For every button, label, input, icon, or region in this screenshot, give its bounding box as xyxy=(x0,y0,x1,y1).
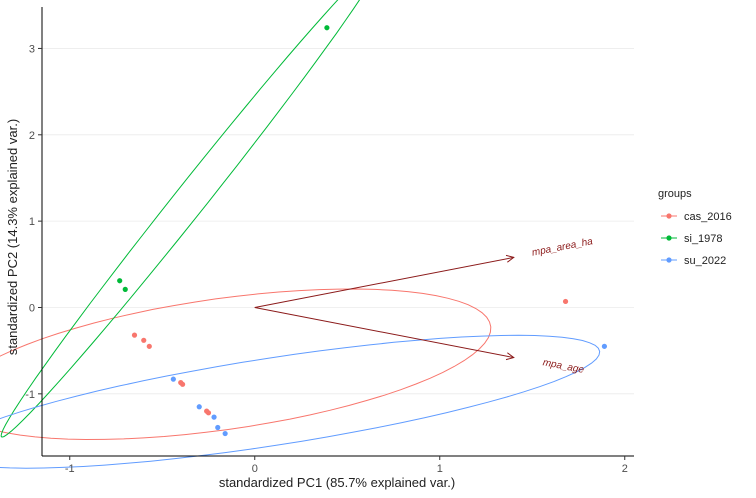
arrowhead-mpa_area_ha xyxy=(505,254,515,263)
legend: groups cas_2016 si_1978 su_2022 xyxy=(658,188,732,267)
y-tick-label: -1 xyxy=(25,389,35,401)
point-su_2022 xyxy=(170,376,176,382)
x-tick-label: 1 xyxy=(437,463,443,475)
point-cas_2016 xyxy=(180,381,186,387)
x-axis-title: standardized PC1 (85.7% explained var.) xyxy=(219,475,455,490)
point-su_2022 xyxy=(196,404,202,410)
y-tick-label: 0 xyxy=(29,302,35,314)
legend-label-su_2022: su_2022 xyxy=(684,255,726,267)
loading-arrow-mpa_age xyxy=(254,306,514,359)
point-su_2022 xyxy=(215,424,221,431)
legend-label-si_1978: si_1978 xyxy=(684,233,723,245)
loading-arrow-mpa_area_ha xyxy=(254,256,514,308)
loading-label-mpa_age: mpa_age xyxy=(542,357,585,376)
y-tick-label: 3 xyxy=(29,43,35,55)
grid-lines xyxy=(42,48,634,395)
point-su_2022 xyxy=(601,343,608,349)
point-cas_2016 xyxy=(131,332,138,338)
y-tick-label: 1 xyxy=(29,216,35,228)
point-si_1978 xyxy=(324,25,330,31)
axes xyxy=(41,7,634,457)
tick-labels: -1 0 1 2 -1 0 1 2 3 xyxy=(25,43,628,475)
legend-key-dot-si_1978 xyxy=(666,235,672,241)
y-tick-label: 2 xyxy=(29,130,35,142)
loading-arrows: mpa_area_ha mpa_age xyxy=(254,236,594,376)
point-cas_2016 xyxy=(146,343,152,349)
data-points xyxy=(117,25,608,437)
y-axis-title: standardized PC2 (14.3% explained var.) xyxy=(5,119,20,355)
ellipse-si_1978 xyxy=(0,0,361,438)
legend-key-dot-cas_2016 xyxy=(666,213,672,219)
x-tick-label: 2 xyxy=(622,463,628,475)
group-ellipses xyxy=(0,0,601,469)
x-tick-label: 0 xyxy=(252,463,258,475)
x-tick-label: -1 xyxy=(65,463,75,475)
point-si_1978 xyxy=(117,278,123,284)
legend-key-dot-su_2022 xyxy=(666,257,672,263)
arrowhead-mpa_age xyxy=(505,352,515,361)
ellipse-su_2022 xyxy=(0,334,601,469)
point-cas_2016 xyxy=(562,298,569,305)
point-su_2022 xyxy=(211,414,217,420)
legend-title: groups xyxy=(658,188,692,200)
ellipse-cas_2016 xyxy=(0,288,492,441)
point-cas_2016 xyxy=(141,337,147,343)
point-cas_2016 xyxy=(205,410,212,416)
point-si_1978 xyxy=(122,286,128,292)
point-su_2022 xyxy=(222,430,228,437)
loading-label-mpa_area_ha: mpa_area_ha xyxy=(531,236,594,259)
legend-label-cas_2016: cas_2016 xyxy=(684,211,732,223)
